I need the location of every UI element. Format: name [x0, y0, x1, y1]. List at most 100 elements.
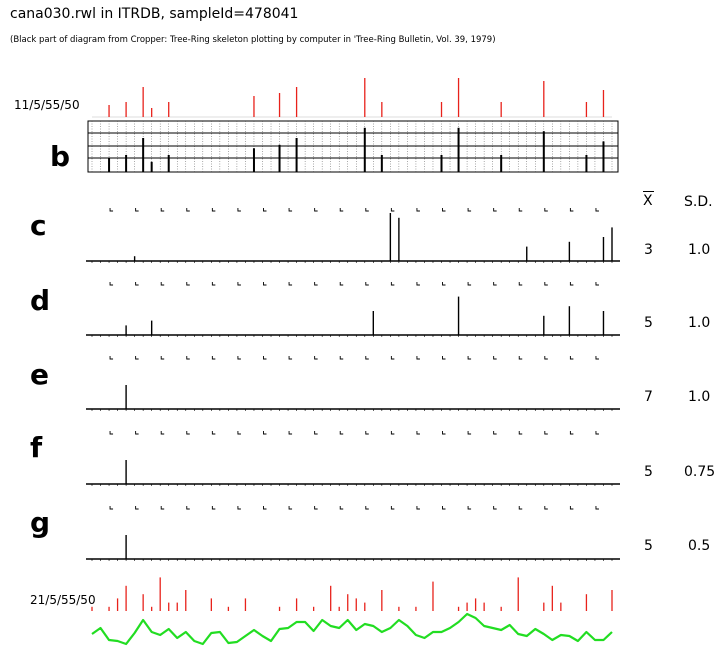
sd-header: S.D.: [684, 194, 713, 210]
row-f-marker: [595, 431, 599, 435]
row-letter-f: f: [30, 431, 43, 464]
row-d-marker: [186, 282, 190, 286]
row-g-marker: [595, 506, 599, 510]
row-d-marker: [416, 282, 420, 286]
row-d-marker: [109, 282, 114, 286]
row-f-marker: [109, 431, 114, 435]
row-d-marker: [288, 282, 293, 286]
row-d-marker: [595, 282, 599, 286]
row-f-marker: [442, 431, 446, 435]
row-c-marker: [595, 208, 599, 212]
row-f-marker: [237, 431, 241, 435]
sd-c: 1.0: [688, 242, 711, 258]
page-title: cana030.rwl in ITRDB, sampleId=478041: [10, 6, 299, 22]
row-c-marker: [493, 208, 497, 212]
row-c-marker: [263, 208, 267, 212]
row-e-marker: [467, 356, 472, 360]
row-c-marker: [186, 208, 190, 212]
row-c-marker: [544, 208, 548, 212]
bottom-params-label: 21/5/55/50: [30, 593, 96, 607]
row-e-marker: [416, 356, 420, 360]
row-g-marker: [569, 506, 574, 510]
row-g-marker: [365, 506, 369, 510]
row-f-marker: [263, 431, 267, 435]
mean-e: 7: [644, 389, 653, 405]
row-g-marker: [109, 506, 114, 510]
row-c-marker: [442, 208, 446, 212]
row-f-marker: [186, 431, 190, 435]
row-g-marker: [518, 506, 523, 510]
row-e-marker: [518, 356, 523, 360]
row-d-marker: [365, 282, 369, 286]
row-g-marker: [442, 506, 446, 510]
row-f-marker: [467, 431, 472, 435]
row-c-marker: [135, 208, 139, 212]
row-d-marker: [518, 282, 523, 286]
mean-d: 5: [644, 315, 653, 331]
row-g-marker: [493, 506, 497, 510]
row-f-marker: [365, 431, 369, 435]
row-e-marker: [390, 356, 395, 360]
row-c-marker: [288, 208, 293, 212]
row-letter-g: g: [30, 506, 51, 539]
row-f-marker: [390, 431, 395, 435]
row-c-marker: [237, 208, 241, 212]
row-f-marker: [569, 431, 574, 435]
row-f-marker: [493, 431, 497, 435]
row-e-marker: [544, 356, 548, 360]
row-letter-c: c: [30, 209, 47, 242]
sd-d: 1.0: [688, 315, 711, 331]
row-e-marker: [595, 356, 599, 360]
row-d-marker: [263, 282, 267, 286]
mean-header: X: [643, 191, 654, 209]
row-letter-e: e: [30, 358, 49, 391]
row-letter-b: b: [50, 140, 71, 173]
row-c-marker: [314, 208, 318, 212]
row-e-marker: [569, 356, 574, 360]
row-d-marker: [339, 282, 344, 286]
row-c-marker: [467, 208, 472, 212]
row-g-marker: [237, 506, 241, 510]
row-c-marker: [109, 208, 114, 212]
row-c-marker: [339, 208, 344, 212]
row-g-marker: [467, 506, 472, 510]
row-g-marker: [288, 506, 293, 510]
row-e-marker: [365, 356, 369, 360]
mean-c: 3: [644, 242, 653, 258]
row-e-marker: [442, 356, 446, 360]
row-c-marker: [416, 208, 420, 212]
row-f-marker: [314, 431, 318, 435]
row-e-marker: [288, 356, 293, 360]
row-e-marker: [211, 356, 216, 360]
row-c-marker: [518, 208, 523, 212]
row-d-marker: [314, 282, 318, 286]
sd-g: 0.5: [688, 538, 711, 554]
row-g-marker: [211, 506, 216, 510]
sd-e: 1.0: [688, 389, 711, 405]
row-f-marker: [518, 431, 523, 435]
row-f-marker: [288, 431, 293, 435]
green-curve: [91, 612, 613, 646]
row-letter-d: d: [30, 284, 51, 317]
row-d-marker: [135, 282, 139, 286]
row-d-marker: [390, 282, 395, 286]
row-d-marker: [493, 282, 497, 286]
mean-overbar: [643, 191, 654, 192]
top-params-label: 11/5/55/50: [14, 98, 80, 112]
row-d-marker: [237, 282, 241, 286]
row-e-marker: [339, 356, 344, 360]
row-c-marker: [160, 208, 165, 212]
sd-f: 0.75: [684, 464, 714, 480]
row-d-marker: [467, 282, 472, 286]
row-g-marker: [186, 506, 190, 510]
row-c-marker: [390, 208, 395, 212]
row-g-marker: [390, 506, 395, 510]
row-g-marker: [416, 506, 420, 510]
row-g-marker: [160, 506, 165, 510]
row-g-marker: [339, 506, 344, 510]
row-d-marker: [544, 282, 548, 286]
row-c-marker: [569, 208, 574, 212]
row-e-marker: [135, 356, 139, 360]
mean-g: 5: [644, 538, 653, 554]
